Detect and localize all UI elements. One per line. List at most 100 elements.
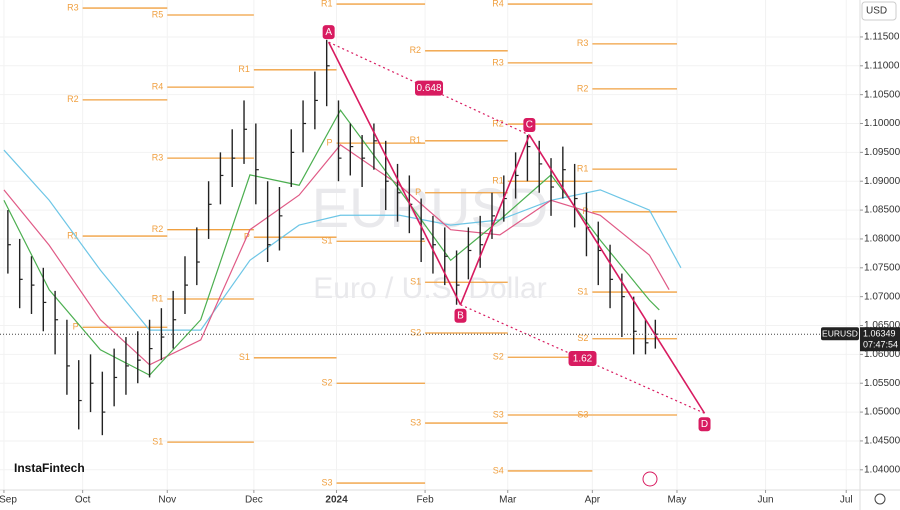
pivot-label: R1	[410, 135, 422, 145]
price-badge-time: 07:47:54	[863, 340, 898, 350]
price-bar	[325, 39, 330, 107]
pivot-label: P	[415, 187, 421, 197]
pivot-label: S2	[577, 333, 588, 343]
y-tick-label: 1.08000	[864, 234, 900, 245]
pivot-label: P	[73, 322, 79, 332]
price-badge-value: 1.06349	[863, 329, 896, 339]
price-bar	[644, 319, 649, 355]
pivot-label: R4	[492, 0, 504, 8]
pivot-label: R3	[152, 153, 164, 163]
pivot-label: S2	[410, 327, 421, 337]
price-bar	[219, 152, 224, 205]
pivot-label: S1	[577, 286, 588, 296]
pivot-label: R2	[410, 45, 422, 55]
y-tick-label: 1.10000	[864, 118, 900, 129]
x-tick-label: 2024	[325, 495, 348, 506]
price-bar	[420, 198, 425, 263]
price-bar	[66, 319, 70, 395]
pivot-label: S2	[322, 378, 333, 388]
y-tick-label: 1.05000	[864, 407, 900, 418]
price-bar	[444, 227, 448, 286]
x-tick-label: Sep	[0, 495, 17, 506]
y-tick-label: 1.06000	[864, 349, 900, 360]
price-bar	[290, 129, 295, 187]
price-bar	[573, 163, 578, 228]
pivot-label: P	[327, 138, 333, 148]
price-bar	[632, 296, 637, 355]
pivot-label: S2	[493, 352, 504, 362]
price-bar	[514, 152, 519, 199]
price-bar	[396, 163, 401, 222]
currency-label: USD	[866, 6, 887, 17]
x-tick-label: Apr	[585, 495, 601, 506]
x-tick-label: Feb	[416, 495, 434, 506]
price-bar	[467, 227, 472, 280]
x-tick-label: Dec	[245, 495, 263, 506]
price-bar	[78, 360, 82, 430]
moving-average	[3, 144, 670, 366]
price-bar	[207, 181, 212, 239]
x-tick-label: Nov	[158, 495, 176, 506]
pattern-point-label: B	[457, 310, 464, 321]
pattern-point-label: C	[526, 120, 533, 131]
x-tick-label: May	[668, 495, 687, 506]
price-bar	[172, 290, 177, 349]
price-bar	[137, 331, 141, 384]
pivot-label: S1	[410, 277, 421, 287]
pattern-point-badge	[454, 308, 467, 323]
price-bar	[479, 215, 484, 268]
symbol-badge	[821, 327, 859, 341]
ratio-badge	[415, 80, 444, 96]
price-bar	[89, 354, 94, 413]
price-bar	[7, 210, 11, 274]
pivot-label: S3	[577, 409, 588, 419]
pivot-label: S3	[410, 417, 421, 427]
pivot-label: R3	[492, 57, 504, 67]
price-bar	[302, 100, 307, 153]
x-tick-label: Jun	[757, 495, 773, 506]
pivot-label: S1	[322, 236, 333, 246]
ratio-badge	[568, 350, 597, 366]
currency-button[interactable]	[861, 1, 897, 21]
pattern-leg	[459, 134, 531, 306]
y-tick-label: 1.11000	[864, 60, 900, 71]
y-tick-label: 1.10500	[864, 89, 900, 100]
price-bar	[148, 319, 153, 378]
pivot-label: R5	[152, 9, 164, 19]
price-bar	[361, 135, 366, 187]
x-tick-label: Mar	[499, 495, 517, 506]
pattern-point-badge	[698, 417, 711, 432]
price-bar	[597, 221, 602, 286]
settings-icon[interactable]	[874, 493, 886, 505]
pivot-label: R2	[492, 118, 504, 128]
price-bar	[373, 123, 377, 170]
price-bar	[54, 290, 59, 355]
y-tick-label: 1.06500	[864, 320, 900, 331]
pivot-label: S3	[493, 409, 504, 419]
price-bar	[337, 100, 342, 182]
pattern-leg	[327, 41, 462, 306]
pivot-label: S1	[239, 352, 250, 362]
pivot-label: R1	[67, 230, 79, 240]
price-bar	[621, 273, 625, 338]
flash-icon[interactable]	[642, 471, 658, 487]
logo: InstaFintech	[14, 461, 85, 475]
pivot-label: R4	[152, 82, 164, 92]
price-bar	[349, 123, 354, 176]
price-bar	[113, 348, 118, 407]
price-bar	[243, 100, 248, 164]
price-bar	[266, 181, 271, 263]
price-bar	[125, 337, 129, 395]
y-tick-label: 1.07000	[864, 291, 900, 302]
price-bar	[314, 71, 318, 130]
y-tick-label: 1.11500	[864, 32, 900, 43]
ratio-label: 0.648	[417, 83, 442, 94]
y-tick-label: 1.05500	[864, 378, 900, 389]
moving-average	[3, 109, 660, 376]
y-tick-label: 1.07500	[864, 262, 900, 273]
price-bar	[196, 227, 200, 286]
watermark-description: Euro / U.S. Dollar	[313, 272, 546, 305]
y-tick-label: 1.04500	[864, 436, 900, 447]
ratio-label: 1.62	[573, 354, 593, 365]
